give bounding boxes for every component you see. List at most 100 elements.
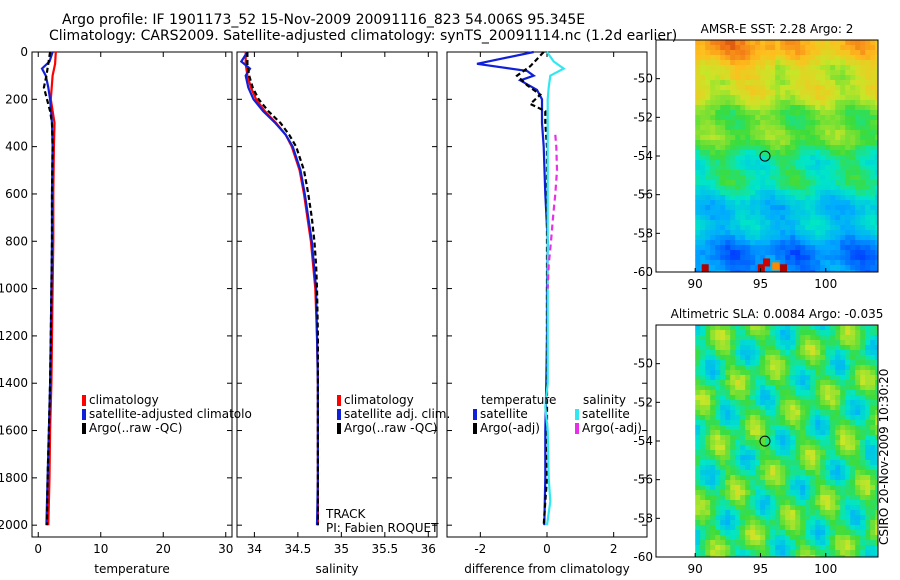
heatmap-cell — [730, 505, 736, 511]
heatmap-cell — [850, 510, 856, 516]
heatmap-cell — [700, 370, 706, 376]
heatmap-cell — [765, 145, 771, 151]
heatmap-cell — [800, 175, 806, 181]
heatmap-cell — [705, 480, 711, 486]
heatmap-cell — [705, 430, 711, 436]
heatmap-cell — [770, 125, 776, 131]
heatmap-cell — [740, 40, 746, 46]
heatmap-cell — [810, 110, 816, 116]
heatmap-cell — [710, 525, 716, 531]
heatmap-cell — [695, 195, 701, 201]
heatmap-cell — [855, 220, 861, 226]
heatmap-cell — [835, 540, 841, 546]
heatmap-cell — [790, 430, 796, 436]
legend-swatch — [337, 395, 341, 406]
heatmap-cell — [815, 525, 821, 531]
heatmap-cell — [775, 85, 781, 91]
heatmap-cell — [720, 340, 726, 346]
heatmap-cell — [740, 385, 746, 391]
heatmap-cell — [700, 145, 706, 151]
heatmap-cell — [860, 445, 866, 451]
heatmap-cell — [735, 165, 741, 171]
heatmap-cell — [865, 235, 871, 241]
heatmap-cell — [820, 480, 826, 486]
heatmap-cell — [710, 45, 716, 51]
heatmap-cell — [725, 45, 731, 51]
heatmap-cell — [850, 270, 856, 273]
heatmap-cell — [700, 180, 706, 186]
heatmap-cell — [825, 485, 831, 491]
heatmap-cell — [825, 195, 831, 201]
heatmap-cell — [855, 425, 861, 431]
heatmap-cell — [715, 125, 721, 131]
heatmap-cell — [840, 405, 846, 411]
heatmap-cell — [705, 85, 711, 91]
heatmap-cell — [745, 195, 751, 201]
heatmap-cell — [695, 340, 701, 346]
heatmap-cell — [840, 110, 846, 116]
heatmap-cell — [715, 450, 721, 456]
heatmap-cell — [840, 55, 846, 61]
heatmap-cell — [775, 190, 781, 196]
heatmap-cell — [875, 150, 879, 156]
heatmap-cell — [825, 515, 831, 521]
heatmap-cell — [760, 90, 766, 96]
heatmap-cell — [795, 395, 801, 401]
heatmap-cell — [740, 470, 746, 476]
heatmap-cell — [750, 75, 756, 81]
heatmap-cell — [720, 125, 726, 131]
heatmap-cell — [855, 475, 861, 481]
heatmap-cell — [740, 395, 746, 401]
heatmap-cell — [865, 440, 871, 446]
x-tick-label: 100 — [814, 562, 837, 576]
heatmap-cell — [810, 55, 816, 61]
heatmap-cell — [725, 425, 731, 431]
heatmap-cell — [785, 425, 791, 431]
heatmap-cell — [710, 550, 716, 556]
heatmap-cell — [735, 325, 741, 331]
heatmap-cell — [860, 470, 866, 476]
heatmap-cell — [695, 395, 701, 401]
heatmap-cell — [745, 145, 751, 151]
heatmap-cell — [805, 135, 811, 141]
heatmap-cell — [865, 500, 871, 506]
heatmap-cell — [765, 195, 771, 201]
heatmap-cell — [850, 325, 856, 331]
heatmap-cell — [825, 205, 831, 211]
heatmap-cell — [735, 495, 741, 501]
heatmap-cell — [780, 210, 786, 216]
heatmap-cell — [825, 480, 831, 486]
heatmap-cell — [875, 435, 879, 441]
heatmap-cell — [750, 180, 756, 186]
heatmap-cell — [730, 225, 736, 231]
heatmap-cell — [695, 255, 701, 261]
heatmap-cell — [800, 485, 806, 491]
heatmap-cell — [770, 430, 776, 436]
heatmap-cell — [795, 240, 801, 246]
heatmap-cell — [705, 380, 711, 386]
heatmap-cell — [740, 540, 746, 546]
heatmap-cell — [750, 480, 756, 486]
heatmap-cell — [805, 205, 811, 211]
heatmap-cell — [780, 525, 786, 531]
heatmap-cell — [770, 145, 776, 151]
heatmap-cell — [750, 500, 756, 506]
heatmap-cell — [735, 450, 741, 456]
heatmap-cell — [845, 130, 851, 136]
heatmap-cell — [825, 270, 831, 273]
heatmap-cell — [815, 75, 821, 81]
heatmap-cell — [720, 360, 726, 366]
heatmap-cell — [815, 550, 821, 556]
heatmap-cell — [815, 85, 821, 91]
heatmap-cell — [855, 115, 861, 121]
heatmap-cell — [875, 75, 879, 81]
heatmap-cell — [715, 185, 721, 191]
heatmap-cell — [840, 70, 846, 76]
heatmap-cell — [770, 435, 776, 441]
heatmap-cell — [815, 110, 821, 116]
heatmap-cell — [780, 465, 786, 471]
heatmap-cell — [850, 350, 856, 356]
heatmap-cell — [725, 420, 731, 426]
heatmap-cell — [780, 355, 786, 361]
heatmap-cell — [795, 110, 801, 116]
